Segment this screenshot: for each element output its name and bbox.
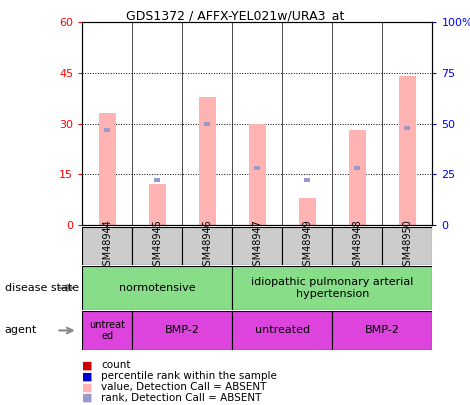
- Bar: [82, 266, 232, 310]
- Bar: [182, 227, 232, 265]
- Text: GSM48947: GSM48947: [252, 220, 262, 273]
- Bar: [232, 227, 282, 265]
- Text: GSM48949: GSM48949: [302, 220, 313, 273]
- Bar: [399, 76, 416, 225]
- Text: ■: ■: [82, 360, 92, 370]
- Text: rank, Detection Call = ABSENT: rank, Detection Call = ABSENT: [101, 393, 261, 403]
- Bar: [154, 178, 160, 182]
- Bar: [232, 266, 432, 310]
- Bar: [298, 198, 316, 225]
- Bar: [198, 96, 216, 225]
- Text: count: count: [101, 360, 131, 370]
- Text: GSM48950: GSM48950: [402, 220, 412, 273]
- Bar: [104, 128, 110, 132]
- Bar: [249, 124, 266, 225]
- Text: ■: ■: [82, 393, 92, 403]
- Bar: [404, 126, 410, 130]
- Text: GSM48948: GSM48948: [352, 220, 362, 273]
- Text: BMP-2: BMP-2: [365, 326, 400, 335]
- Text: percentile rank within the sample: percentile rank within the sample: [101, 371, 277, 381]
- Text: ■: ■: [82, 371, 92, 381]
- Bar: [332, 227, 383, 265]
- Bar: [354, 166, 360, 170]
- Text: ■: ■: [82, 382, 92, 392]
- Text: idiopathic pulmonary arterial
hypertension: idiopathic pulmonary arterial hypertensi…: [251, 277, 414, 299]
- Text: untreat
ed: untreat ed: [89, 320, 125, 341]
- Bar: [132, 311, 232, 350]
- Bar: [305, 178, 310, 182]
- Text: value, Detection Call = ABSENT: value, Detection Call = ABSENT: [101, 382, 266, 392]
- Bar: [232, 311, 332, 350]
- Bar: [132, 227, 182, 265]
- Text: BMP-2: BMP-2: [165, 326, 200, 335]
- Bar: [254, 166, 260, 170]
- Bar: [383, 227, 432, 265]
- Text: agent: agent: [5, 326, 37, 335]
- Bar: [82, 227, 132, 265]
- Bar: [149, 184, 166, 225]
- Text: GSM48944: GSM48944: [102, 220, 112, 273]
- Text: GSM48946: GSM48946: [202, 220, 212, 273]
- Bar: [204, 122, 210, 126]
- Text: GDS1372 / AFFX-YEL021w/URA3_at: GDS1372 / AFFX-YEL021w/URA3_at: [126, 9, 344, 22]
- Text: disease state: disease state: [5, 283, 79, 293]
- Text: untreated: untreated: [255, 326, 310, 335]
- Bar: [349, 130, 366, 225]
- Text: normotensive: normotensive: [119, 283, 196, 293]
- Bar: [99, 113, 116, 225]
- Bar: [82, 311, 132, 350]
- Text: GSM48945: GSM48945: [152, 220, 162, 273]
- Bar: [332, 311, 432, 350]
- Bar: [282, 227, 332, 265]
